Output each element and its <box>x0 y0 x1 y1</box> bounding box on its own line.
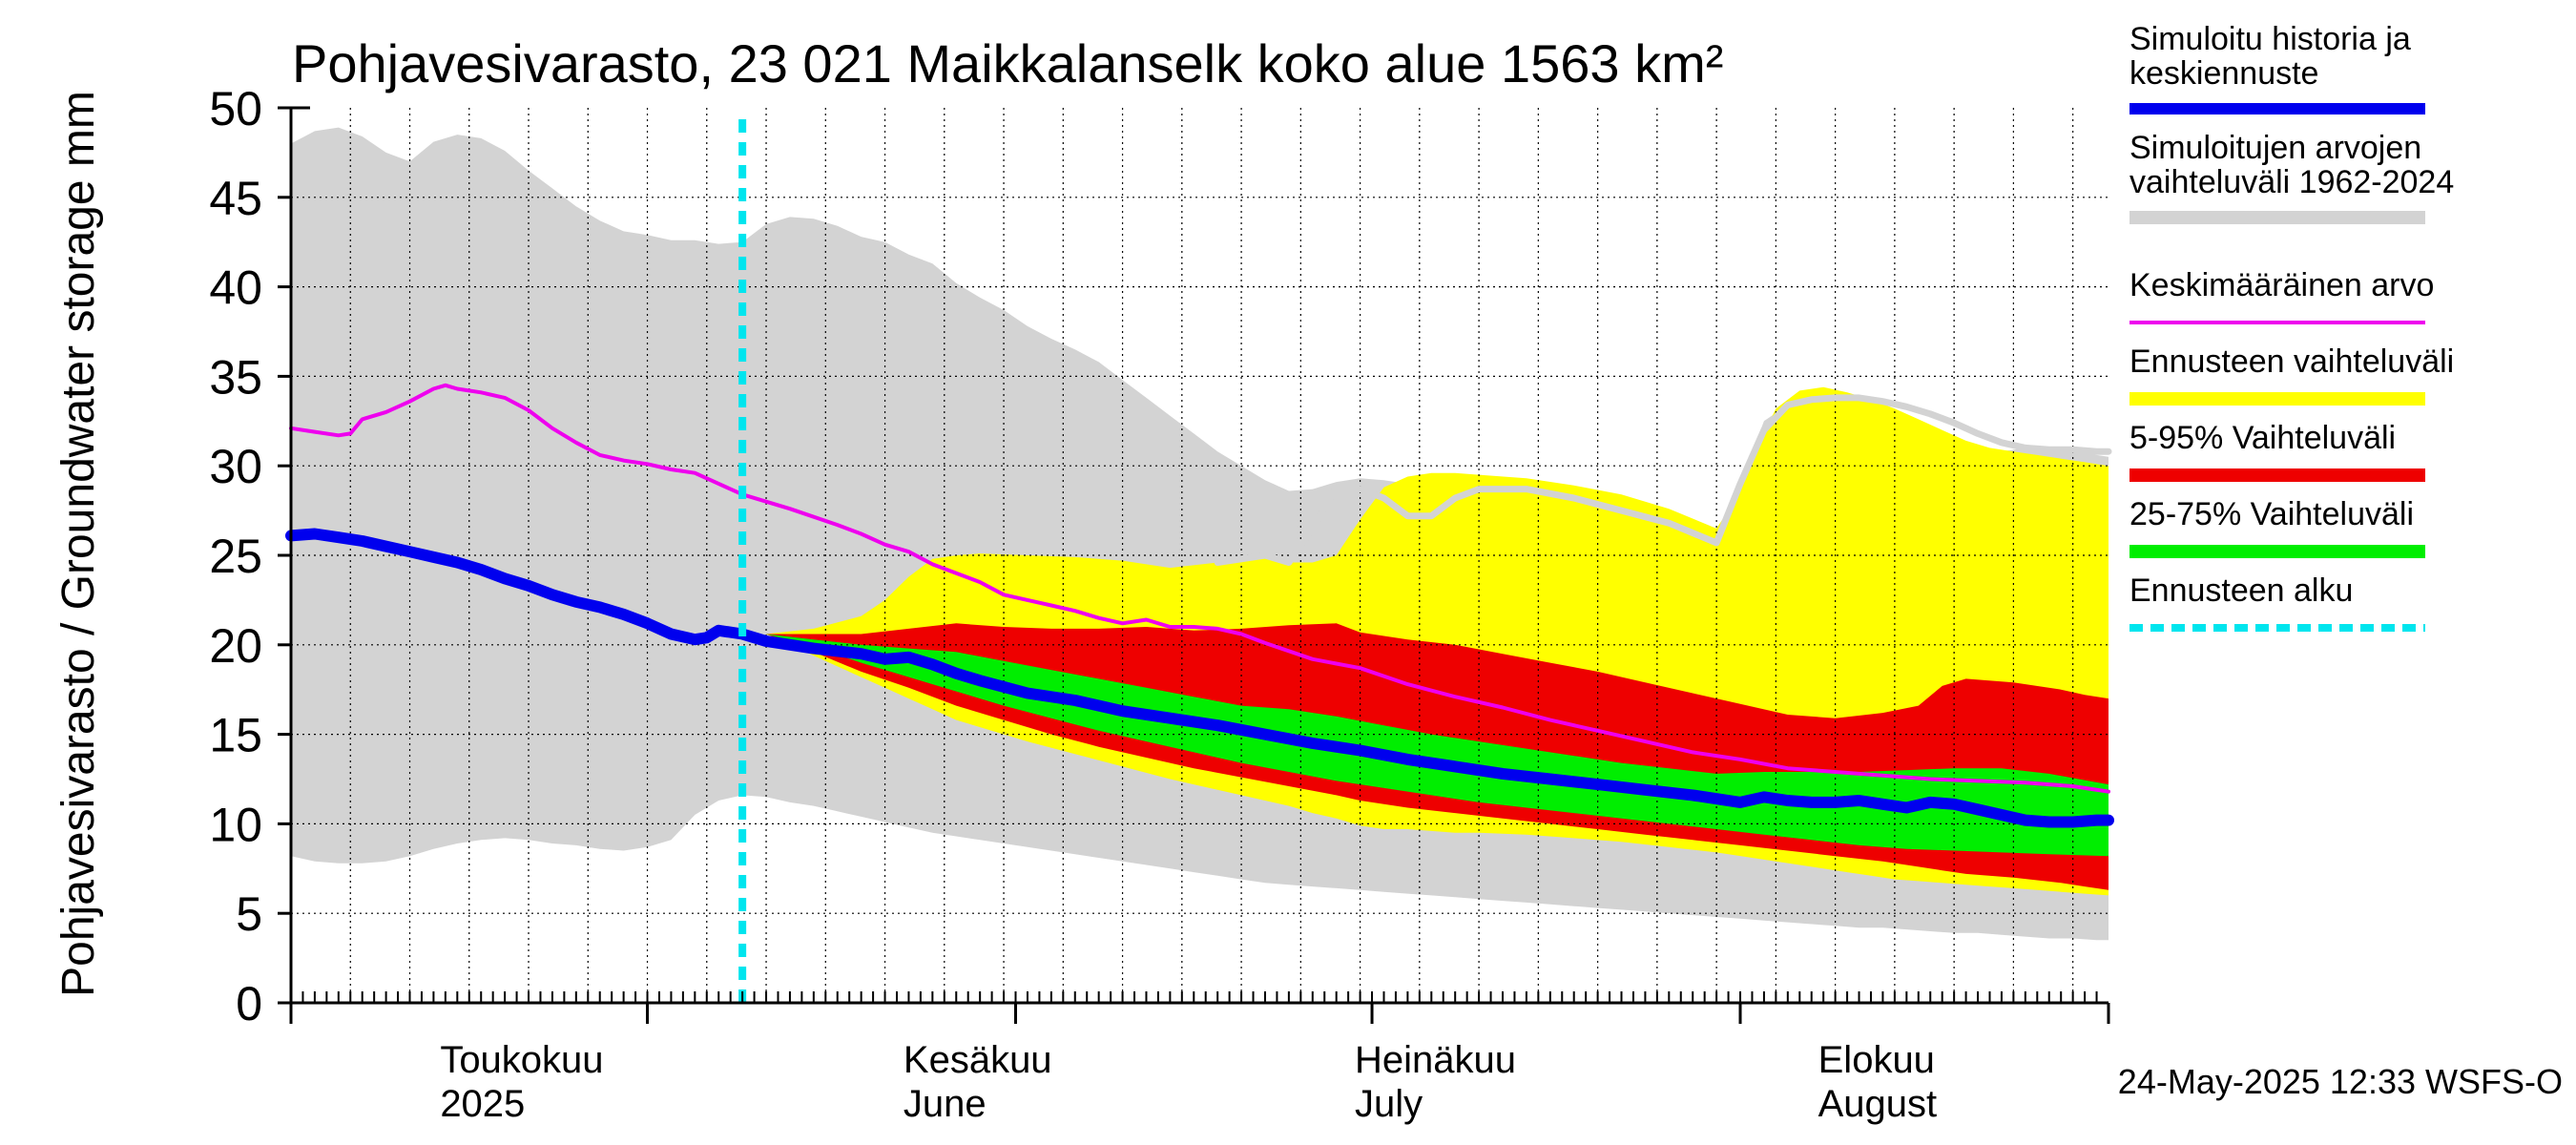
y-axis-ticks: 0 5 10 15 20 25 30 35 40 45 50 <box>209 82 291 1030</box>
legend-label: Ennusteen alku <box>2129 572 2353 609</box>
y-tick-label: 0 <box>236 977 262 1030</box>
plot-area <box>285 106 2114 1024</box>
simulated-mean-line <box>285 528 2114 828</box>
legend-label: keskiennuste <box>2129 55 2318 92</box>
legend-label: Ennusteen vaihteluväli <box>2129 344 2454 380</box>
historical-upper-envelope-line <box>1214 394 2112 566</box>
legend-label: 5-95% Vaihteluväli <box>2129 420 2396 456</box>
month-label: Toukokuu <box>440 1039 603 1081</box>
y-axis-label: Pohjavesivarasto / Groundwater storage m… <box>53 91 104 997</box>
y-tick-label: 50 <box>209 82 262 135</box>
month-label-english: July <box>1355 1083 1423 1125</box>
month-label-english: August <box>1818 1083 1938 1125</box>
timestamp-footer: 24-May-2025 12:33 WSFS-O <box>2118 1062 2563 1101</box>
y-tick-label: 25 <box>209 530 262 583</box>
month-label: Elokuu <box>1818 1039 1935 1081</box>
month-label-english: 2025 <box>440 1083 525 1125</box>
month-label: Heinäkuu <box>1355 1039 1516 1081</box>
y-tick-label: 20 <box>209 619 262 673</box>
y-tick-label: 45 <box>209 172 262 225</box>
legend-label: Simuloitu historia ja <box>2129 21 2411 57</box>
y-tick-label: 35 <box>209 350 262 404</box>
chart-title: Pohjavesivarasto, 23 021 Maikkalanselk k… <box>292 33 1723 94</box>
y-tick-label: 30 <box>209 440 262 493</box>
y-tick-label: 15 <box>209 709 262 762</box>
legend-label: 25-75% Vaihteluväli <box>2129 496 2414 532</box>
legend-label: vaihteluväli 1962-2024 <box>2129 164 2454 200</box>
legend-label: Keskimääräinen arvo <box>2129 267 2434 303</box>
month-label-english: June <box>904 1083 987 1125</box>
legend-label: Simuloitujen arvojen <box>2129 130 2421 166</box>
long-term-mean-line <box>289 383 2110 794</box>
month-label: Kesäkuu <box>904 1039 1052 1081</box>
y-tick-label: 5 <box>236 887 262 941</box>
y-tick-label: 40 <box>209 261 262 315</box>
y-tick-label: 10 <box>209 798 262 851</box>
